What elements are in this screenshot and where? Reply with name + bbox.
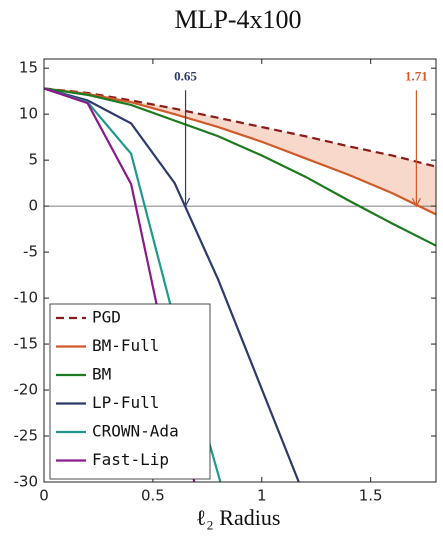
x-tick-label: 1 xyxy=(257,487,267,505)
legend-label: CROWN-Ada xyxy=(92,422,179,441)
plot-frame xyxy=(43,58,437,483)
legend-label: BM xyxy=(92,365,111,384)
arrow-head xyxy=(411,197,421,208)
shaded-gap xyxy=(44,88,436,215)
x-axis-label: ℓ₂ Radius xyxy=(196,505,281,530)
x-tick-label: 0.5 xyxy=(141,487,165,505)
line xyxy=(44,87,436,216)
y-tick-label: -5 xyxy=(23,243,38,261)
chart-title: MLP-4x100 xyxy=(174,5,301,34)
annotation-label: 0.65 xyxy=(174,68,197,83)
legend-label: PGD xyxy=(92,308,121,327)
legend-label: Fast-Lip xyxy=(92,450,169,469)
line xyxy=(44,87,300,482)
y-tick-label: 15 xyxy=(19,59,38,77)
legend-label: BM-Full xyxy=(92,336,159,355)
y-tick-label: 10 xyxy=(19,105,38,123)
arrow-head xyxy=(181,197,191,208)
line xyxy=(44,87,436,247)
y-tick-label: -15 xyxy=(14,335,39,353)
annotation-label: 1.71 xyxy=(405,68,428,83)
y-tick-label: -30 xyxy=(14,473,39,491)
y-tick-label: -10 xyxy=(14,289,39,307)
legend-label: LP-Full xyxy=(92,393,159,412)
y-tick-label: 5 xyxy=(28,151,38,169)
y-tick-label: -20 xyxy=(14,381,39,399)
y-tick-label: -25 xyxy=(14,427,39,445)
y-tick-label: 0 xyxy=(28,197,38,215)
x-tick-label: 0 xyxy=(39,487,49,505)
legend-box xyxy=(49,303,211,480)
x-tick-label: 1.5 xyxy=(359,487,383,505)
line xyxy=(44,87,436,168)
